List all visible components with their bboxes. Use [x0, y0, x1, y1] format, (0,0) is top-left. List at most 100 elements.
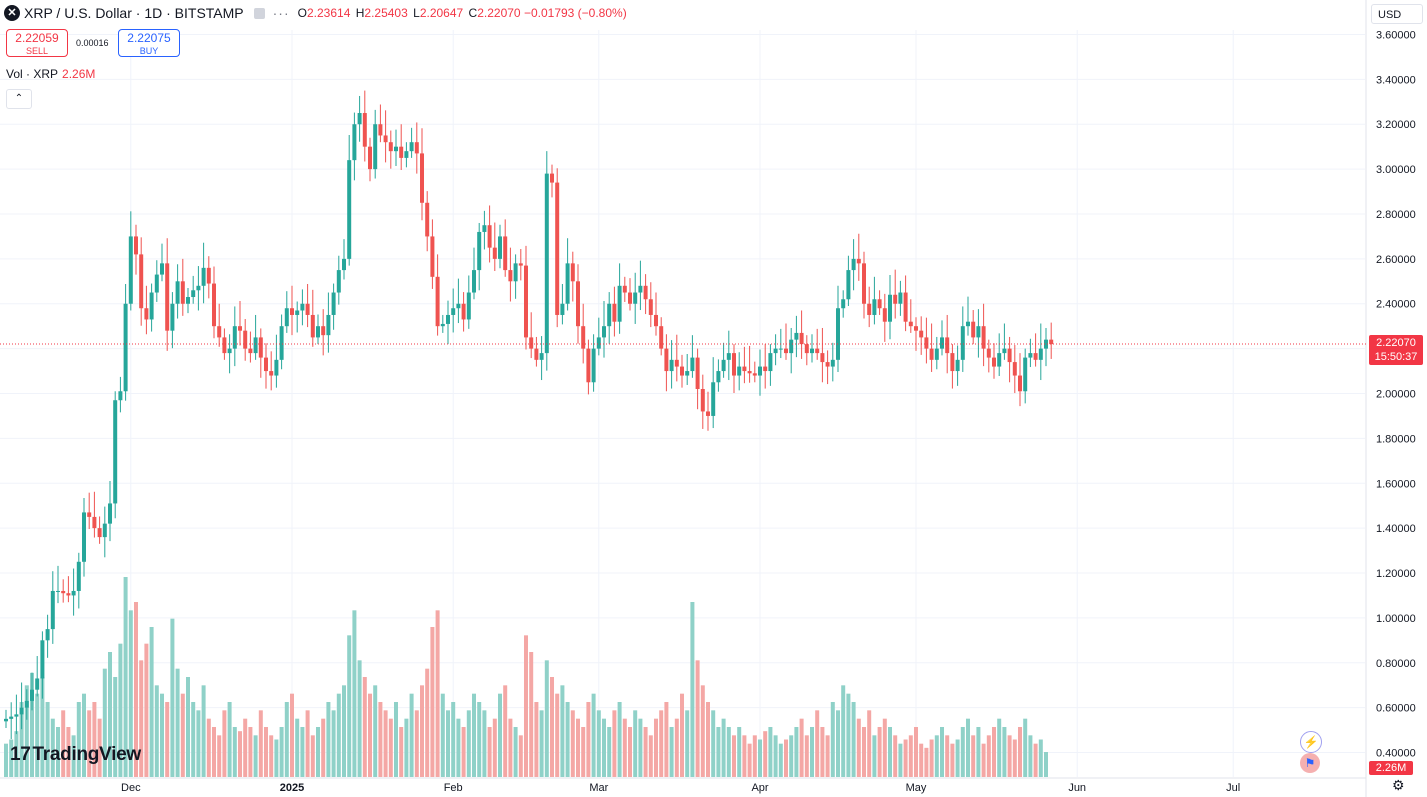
candle-body — [836, 308, 840, 360]
volume-bar — [810, 727, 814, 777]
candle-body — [570, 263, 575, 282]
candle-body — [461, 303, 466, 320]
volume-bar — [643, 727, 648, 777]
volume-bar — [799, 718, 804, 777]
candle-body — [342, 258, 346, 271]
candle-body — [61, 590, 66, 594]
candle-body — [269, 371, 274, 376]
candle-body — [596, 337, 601, 349]
candle-body — [399, 146, 404, 158]
volume-bar — [508, 718, 513, 777]
candle-body — [846, 270, 851, 300]
volume-bar — [888, 727, 892, 777]
more-options-icon[interactable]: ··· — [272, 5, 290, 21]
symbol-title[interactable]: XRP / U.S. Dollar · 1D · BITSTAMP — [24, 5, 244, 21]
candle-body — [752, 373, 757, 376]
candle-body — [274, 359, 279, 376]
volume-bar — [264, 727, 268, 777]
candle-body — [472, 270, 476, 293]
y-tick-label: 0.80000 — [1376, 658, 1416, 670]
x-tick-label: May — [906, 782, 927, 794]
volume-bar — [544, 660, 549, 777]
volume-bar — [851, 702, 856, 777]
candle-body — [664, 348, 669, 372]
y-tick-label: 0.40000 — [1376, 748, 1416, 760]
volume-bar — [123, 577, 128, 777]
volume-bar — [669, 727, 674, 777]
candle-body — [451, 308, 456, 315]
volume-bar — [778, 743, 783, 777]
candle-body — [690, 357, 695, 372]
candle-body — [1038, 348, 1043, 360]
volume-bar — [1028, 735, 1033, 777]
y-tick-label: 1.40000 — [1376, 523, 1416, 535]
chart-legend-header: ✕ XRP / U.S. Dollar · 1D · BITSTAMP ··· … — [4, 3, 627, 23]
candle-body — [654, 314, 658, 327]
volume-bar — [409, 693, 414, 777]
volume-bar — [820, 727, 825, 777]
volume-bar — [321, 718, 326, 777]
settings-gear-icon[interactable]: ⚙ — [1392, 777, 1405, 793]
candle-body — [908, 321, 913, 327]
candle-body — [331, 292, 336, 315]
volume-bar — [362, 677, 367, 777]
volume-bar — [752, 735, 757, 777]
currency-selector[interactable]: USD — [1371, 4, 1423, 24]
candle-body — [336, 270, 341, 293]
volume-bar — [628, 727, 632, 777]
candle-body — [867, 303, 872, 315]
sell-button[interactable]: 2.22059 SELL — [6, 29, 68, 57]
buy-button[interactable]: 2.22075 BUY — [118, 29, 180, 57]
volume-bar — [1023, 718, 1028, 777]
volume-bar — [128, 610, 133, 777]
volume-bar — [154, 685, 159, 777]
candle-body — [279, 326, 284, 360]
volume-bar — [19, 702, 24, 777]
volume-bar — [373, 685, 378, 777]
volume-bar — [144, 643, 149, 777]
candle-body — [196, 285, 201, 291]
candle-body — [477, 231, 482, 271]
volume-bar — [243, 718, 248, 777]
collapse-legend-button[interactable]: ⌃ — [6, 89, 32, 109]
candle-body — [825, 362, 830, 367]
volume-bar — [451, 702, 456, 777]
volume-bar — [92, 702, 97, 777]
volume-bar — [342, 685, 346, 777]
volume-bar — [893, 735, 898, 777]
volume-bar — [227, 702, 232, 777]
event-flash-icon[interactable]: ⚡ — [1300, 731, 1322, 753]
volume-bar — [4, 743, 8, 777]
candle-body — [576, 281, 580, 327]
volume-bar — [721, 718, 726, 777]
volume-bar — [331, 710, 336, 777]
y-tick-label: 3.60000 — [1376, 29, 1416, 41]
x-tick-label: 2025 — [280, 782, 304, 794]
candle-body — [758, 366, 762, 376]
volume-bar — [66, 727, 71, 777]
candle-body — [9, 716, 14, 719]
candle-body — [763, 366, 768, 372]
volume-bar — [581, 727, 586, 777]
volume-bar — [305, 710, 310, 777]
candle-body — [544, 173, 549, 354]
volume-bar — [118, 643, 123, 777]
candle-body — [976, 326, 981, 338]
candle-body — [232, 326, 237, 349]
candle-body — [877, 299, 882, 309]
candle-body — [305, 303, 310, 315]
volume-bar — [726, 727, 731, 777]
candle-body — [914, 326, 918, 331]
volume-bar — [503, 685, 508, 777]
y-tick-label: 2.00000 — [1376, 389, 1416, 401]
volume-bar — [732, 735, 736, 777]
volume-bar — [160, 693, 164, 777]
candle-body — [830, 359, 835, 367]
volume-bar — [1012, 739, 1017, 777]
volume-bar — [498, 693, 502, 777]
us-flag-icon[interactable]: ⚑ — [1300, 753, 1320, 773]
candle-body — [76, 561, 81, 591]
candle-body — [612, 303, 617, 322]
y-tick-label: 2.60000 — [1376, 254, 1416, 266]
